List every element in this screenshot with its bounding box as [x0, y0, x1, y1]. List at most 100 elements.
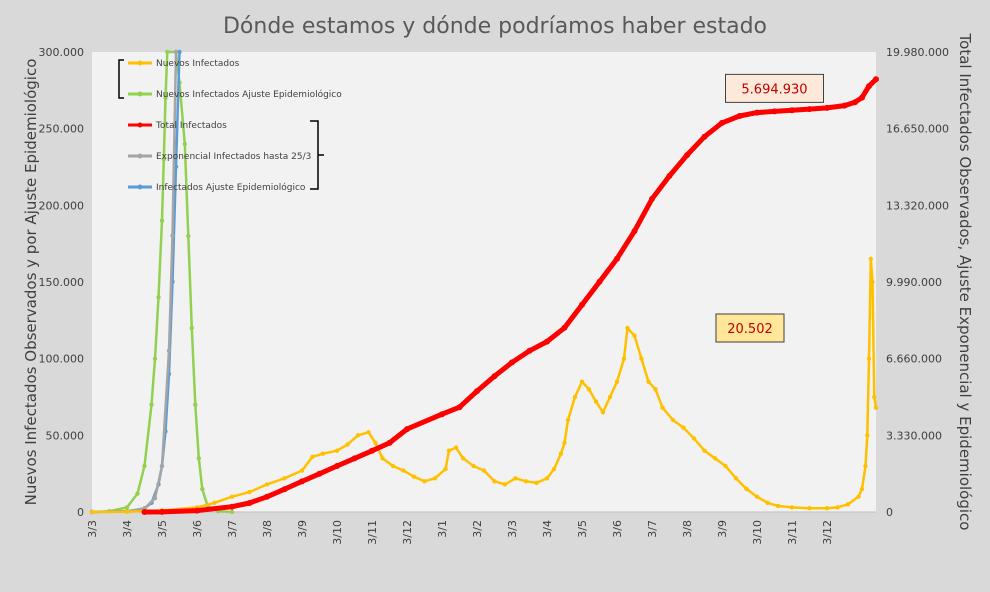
data-point: [596, 278, 603, 285]
data-point: [775, 503, 781, 509]
data-point: [607, 394, 613, 400]
data-point: [124, 509, 130, 514]
data-point: [523, 479, 529, 484]
legend-marker: [137, 60, 143, 66]
x-tick-label: 3/6: [191, 520, 204, 538]
legend-marker: [137, 122, 143, 128]
data-point: [824, 104, 830, 111]
x-tick-label: 3/6: [611, 520, 624, 538]
data-point: [649, 195, 655, 202]
y-tick-label-right: 3.330.000: [886, 429, 942, 442]
data-point: [614, 255, 620, 262]
data-point: [733, 476, 739, 481]
data-point: [390, 463, 396, 469]
data-point: [868, 256, 873, 262]
data-point: [401, 468, 406, 473]
data-point: [159, 508, 165, 515]
data-point: [281, 486, 288, 493]
data-point: [193, 402, 198, 407]
callout-box: [715, 313, 785, 343]
callout-value: 20.502: [727, 322, 773, 337]
y-tick-label-right: 13.320.000: [886, 199, 949, 212]
data-point: [841, 102, 848, 109]
x-tick-label: 3/4: [121, 520, 134, 538]
data-point: [835, 505, 840, 510]
data-point: [299, 478, 305, 485]
data-point: [456, 404, 463, 411]
x-tick-label: 3/8: [681, 520, 694, 538]
x-tick-label: 3/3: [506, 520, 519, 538]
data-point: [765, 500, 770, 505]
data-point: [653, 387, 658, 392]
data-point: [684, 152, 690, 159]
y-axis-right-title: Total Infectados Observados, Ajuste Expo…: [956, 33, 974, 531]
data-point: [502, 482, 508, 487]
data-point: [196, 456, 201, 461]
legend-label: Infectados Ajuste Epidemiológico: [156, 182, 306, 193]
data-point: [691, 436, 697, 441]
data-point: [474, 388, 480, 395]
data-point: [159, 218, 165, 223]
data-point: [579, 301, 585, 308]
data-point: [865, 433, 870, 438]
data-point: [593, 399, 599, 404]
x-tick-label: 3/7: [226, 520, 239, 538]
data-point: [156, 295, 161, 300]
data-point: [712, 456, 718, 461]
x-axis: 3/3 3/4 3/5 3/6 3/7 3/8 3/9 3/10 3/11 3/12 3/1 3/2 3…: [86, 511, 876, 545]
data-point: [173, 49, 179, 55]
data-point: [744, 486, 749, 492]
legend-label: Exponencial Infectados hasta 25/3: [156, 152, 311, 162]
series-layer: [89, 49, 879, 515]
legend-label: Total Infectados: [155, 121, 227, 131]
x-tick-label: 3/4: [541, 520, 554, 538]
data-point: [351, 455, 358, 462]
y-axis-right: 0 3.330.000 6.660.000 9.990.000 13.320.000 16…: [886, 46, 949, 519]
data-point: [873, 405, 879, 410]
data-point: [625, 325, 630, 331]
data-point: [366, 430, 371, 435]
data-point: [373, 440, 378, 446]
x-tick-label: 3/3: [86, 520, 99, 538]
data-point: [159, 463, 165, 469]
data-point: [200, 486, 205, 492]
data-point: [229, 494, 235, 499]
y-tick-label-left: 150.000: [39, 276, 85, 289]
x-tick-label: 3/9: [716, 520, 729, 538]
legend: Nuevos Infectados Nuevos Infectados Ajust…: [118, 59, 342, 193]
data-point: [873, 76, 879, 83]
data-point: [186, 233, 191, 239]
data-point: [135, 491, 140, 496]
data-point: [670, 417, 676, 423]
data-point: [551, 466, 557, 472]
data-point: [491, 373, 498, 380]
data-point: [141, 509, 148, 515]
legend-marker: [137, 153, 143, 159]
data-point: [845, 502, 851, 507]
data-point: [165, 49, 170, 55]
x-tick-label: 3/5: [156, 520, 169, 538]
data-point: [229, 509, 235, 515]
legend-marker: [137, 91, 143, 97]
data-point: [439, 411, 445, 418]
data-point: [481, 468, 487, 473]
data-point: [870, 279, 875, 285]
data-point: [866, 83, 872, 90]
plot-area: [92, 52, 876, 512]
data-point: [852, 99, 858, 106]
data-point: [453, 445, 459, 450]
y-axis-left: 0 50.000 100.000 150.000 200.000 250.000 300.0…: [39, 46, 85, 519]
data-point: [316, 470, 323, 477]
data-point: [163, 95, 168, 101]
x-tick-label: 3/11: [786, 520, 799, 545]
y-tick-label-right: 0: [886, 506, 893, 519]
data-point: [863, 463, 868, 469]
data-point: [621, 356, 627, 361]
y-tick-label-right: 19.980.000: [886, 46, 949, 59]
data-point: [631, 228, 638, 235]
data-point: [152, 496, 158, 501]
y-tick-label-right: 9.990.000: [886, 276, 942, 289]
data-point: [149, 402, 154, 407]
data-point: [824, 506, 830, 511]
